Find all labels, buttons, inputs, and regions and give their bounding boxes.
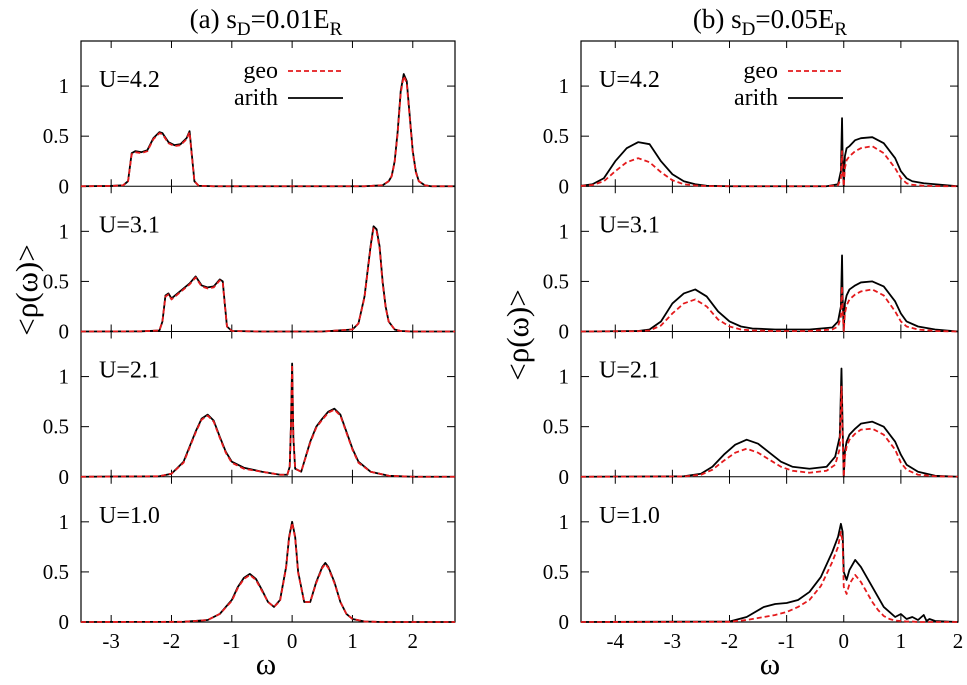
x-tick-label: -1 xyxy=(778,629,796,653)
chart-a-title: (a) sD=0.01ER xyxy=(190,4,343,40)
x-tick-label: -2 xyxy=(163,629,181,653)
series-line-arith-panel-3 xyxy=(580,367,959,478)
y-tick-label: 0 xyxy=(559,320,570,344)
series-line-arith-panel-4 xyxy=(80,520,455,623)
series-line-geo-panel-4 xyxy=(580,530,958,623)
y-tick-label: 0 xyxy=(559,610,570,634)
panel-label: U=1.0 xyxy=(599,503,660,529)
y-tick-label: 1 xyxy=(59,365,70,389)
y-tick-label: 0.5 xyxy=(543,269,569,293)
y-tick-label: 0.5 xyxy=(543,124,569,148)
y-tick-label: 0.5 xyxy=(543,560,569,584)
chart-b-ylabel: <ρ(ω)> xyxy=(500,289,535,381)
x-tick-label: 1 xyxy=(347,629,358,653)
panel-label: U=1.0 xyxy=(99,503,160,529)
panel-label: U=2.1 xyxy=(99,358,160,384)
y-tick-label: 0.5 xyxy=(43,269,69,293)
panel-label: U=3.1 xyxy=(99,212,160,238)
y-tick-label: 0 xyxy=(59,320,70,344)
y-tick-label: 0.5 xyxy=(543,415,569,439)
series-line-geo-panel-3 xyxy=(80,363,455,478)
y-tick-label: 1 xyxy=(59,510,70,534)
panel-label: U=3.1 xyxy=(599,212,660,238)
series-line-geo-panel-1 xyxy=(80,75,455,188)
y-tick-label: 0 xyxy=(559,174,570,198)
y-tick-label: 0 xyxy=(59,610,70,634)
panel-label: U=2.1 xyxy=(599,358,660,384)
x-tick-label: 2 xyxy=(953,629,964,653)
y-tick-label: 0.5 xyxy=(43,124,69,148)
y-tick-label: 0.5 xyxy=(43,560,69,584)
x-tick-label: -1 xyxy=(223,629,241,653)
x-tick-label: -2 xyxy=(721,629,739,653)
y-tick-label: 0.5 xyxy=(43,415,69,439)
y-tick-label: 0 xyxy=(559,465,570,489)
chart-a-ylabel: <ρ(ω)> xyxy=(9,244,44,336)
y-tick-label: 1 xyxy=(59,74,70,98)
x-tick-label: -3 xyxy=(664,629,682,653)
series-line-arith-panel-2 xyxy=(580,254,959,333)
x-tick-label: -3 xyxy=(102,629,120,653)
series-line-arith-panel-2 xyxy=(80,225,455,333)
x-tick-label: 0 xyxy=(839,629,850,653)
legend-geo-label: geo xyxy=(743,58,778,84)
y-tick-label: 1 xyxy=(559,74,570,98)
series-line-arith-panel-4 xyxy=(580,522,959,623)
series-line-geo-panel-1 xyxy=(580,145,958,188)
legend-arith-label: arith xyxy=(734,85,778,111)
series-line-geo-panel-2 xyxy=(580,285,959,333)
x-tick-label: 1 xyxy=(896,629,907,653)
chart-b-title: (b) sD=0.05ER xyxy=(693,4,847,40)
y-tick-label: 1 xyxy=(559,219,570,243)
chart-a-xlabel: ω xyxy=(256,646,276,681)
panel-label: U=4.2 xyxy=(99,67,160,93)
x-tick-label: -4 xyxy=(607,629,625,653)
x-tick-label: 0 xyxy=(287,629,298,653)
x-tick-label: 2 xyxy=(408,629,419,653)
legend-arith-label: arith xyxy=(234,85,278,111)
y-tick-label: 0 xyxy=(59,174,70,198)
chart-b-xlabel: ω xyxy=(760,646,780,681)
series-line-geo-panel-3 xyxy=(580,385,959,478)
panel-label: U=4.2 xyxy=(599,67,660,93)
series-line-geo-panel-2 xyxy=(80,227,455,333)
legend-geo-label: geo xyxy=(243,58,278,84)
y-tick-label: 1 xyxy=(559,365,570,389)
series-line-arith-panel-1 xyxy=(580,117,959,188)
y-tick-label: 1 xyxy=(559,510,570,534)
y-tick-label: 1 xyxy=(59,219,70,243)
series-line-geo-panel-4 xyxy=(80,521,455,623)
y-tick-label: 0 xyxy=(59,465,70,489)
